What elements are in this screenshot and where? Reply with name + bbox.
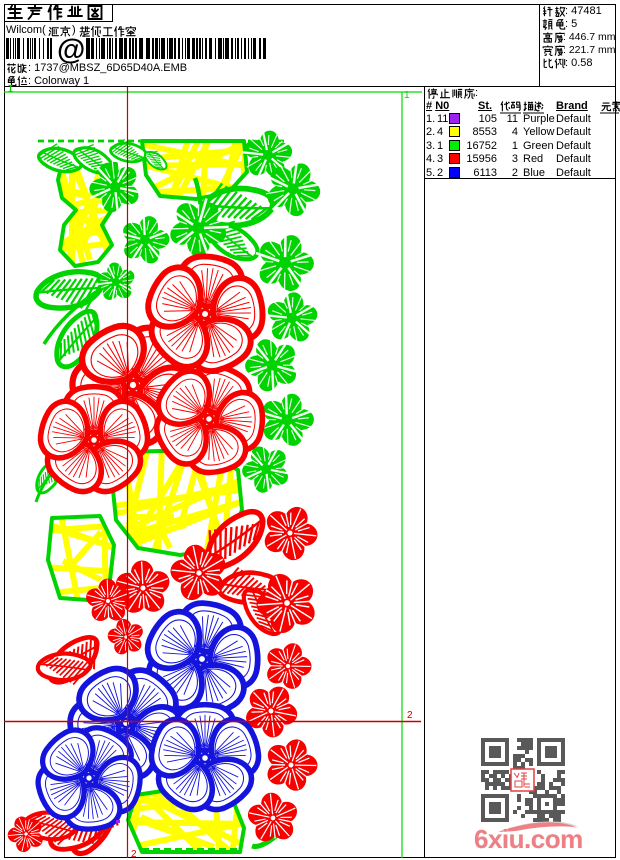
svg-text:@: @ bbox=[57, 34, 85, 66]
svg-text:6xiu.com: 6xiu.com bbox=[474, 824, 583, 854]
svg-text:2: 2 bbox=[407, 710, 413, 721]
svg-text:2: 2 bbox=[131, 849, 137, 860]
svg-text:1: 1 bbox=[404, 90, 410, 101]
